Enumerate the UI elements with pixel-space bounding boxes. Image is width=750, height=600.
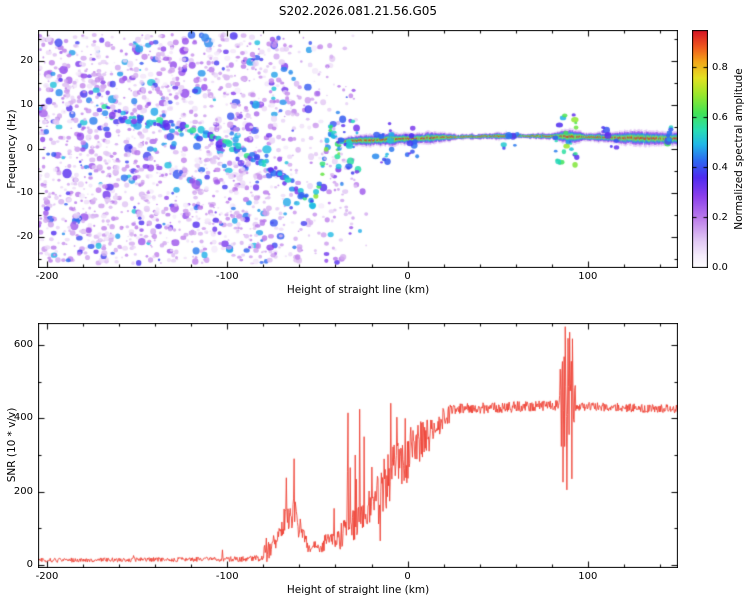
snr-y-tick-label: 600 — [13, 339, 33, 350]
spec-x-tick-label: 0 — [404, 271, 411, 282]
colorbar-tick-label: 0.6 — [712, 111, 728, 123]
spec-y-tick-label: -10 — [16, 187, 33, 199]
colorbar-tick-label: 0.2 — [712, 211, 728, 223]
colorbar-tick-label: 0.4 — [712, 161, 728, 173]
snr-x-tick-label: 100 — [578, 571, 598, 582]
colorbar-axis-label: Normalized spectral amplitude — [733, 68, 745, 230]
spec-y-tick-label: 10 — [20, 98, 33, 110]
plot-title: S202.2026.081.21.56.G05 — [278, 4, 438, 18]
snr-y-tick-label: 400 — [13, 412, 33, 424]
snr-y-tick-label: 200 — [13, 485, 33, 497]
snr-x-tick-label: 0 — [404, 571, 411, 582]
colorbar-tick-label: 0.0 — [712, 262, 728, 273]
snr-y-tick-label: 0 — [26, 559, 33, 571]
snr-x-tick-label: -100 — [215, 571, 239, 582]
spec-y-axis-label: Frequency (Hz) — [6, 109, 18, 189]
spec-x-tick-label: -100 — [215, 271, 239, 282]
snr-x-axis-label: Height of straight line (km) — [286, 584, 430, 596]
spec-y-tick-label: 20 — [20, 54, 33, 66]
snr-x-tick-label: -200 — [35, 571, 59, 582]
colorbar-tick-label: 0.8 — [712, 61, 728, 73]
snr-plot — [38, 323, 678, 568]
spec-x-tick-label: 100 — [578, 271, 598, 282]
spec-y-tick-label: -20 — [16, 231, 33, 243]
spec-x-axis-label: Height of straight line (km) — [286, 284, 430, 296]
spec-y-tick-label: 0 — [26, 143, 33, 154]
colorbar — [692, 30, 708, 268]
spectrogram-plot — [38, 30, 678, 268]
spec-x-tick-label: -200 — [35, 271, 59, 282]
